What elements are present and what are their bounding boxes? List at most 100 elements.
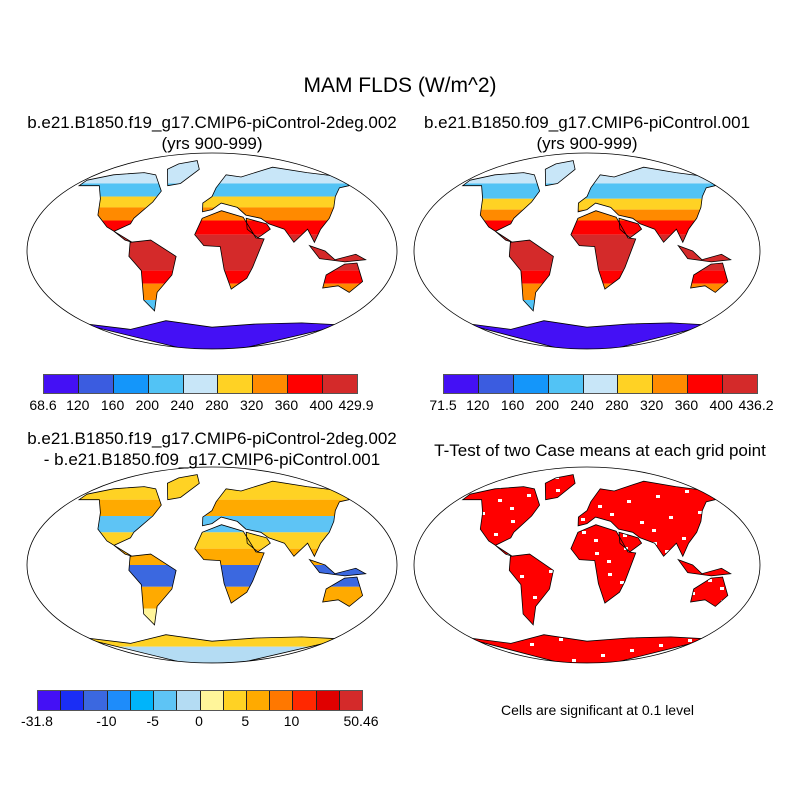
colorbar-box: [723, 375, 758, 393]
field-band: [461, 300, 731, 317]
insignificant-cell: [491, 580, 495, 583]
insignificant-cell: [511, 520, 515, 523]
insignificant-cell: [633, 602, 637, 605]
colorbar-box: [148, 375, 184, 393]
insignificant-cell: [488, 627, 492, 630]
colorbar-label: 0: [195, 713, 203, 729]
insignificant-cell: [675, 618, 679, 621]
insignificant-cell: [530, 643, 534, 646]
field-band: [77, 160, 366, 184]
insignificant-cell: [414, 467, 418, 470]
insignificant-cell: [417, 616, 421, 619]
colorbar-label: 240: [170, 397, 194, 413]
insignificant-cell: [533, 596, 537, 599]
insignificant-cell: [588, 633, 592, 636]
insignificant-cell: [717, 634, 721, 637]
field-band: [77, 630, 366, 647]
insignificant-cell: [695, 558, 699, 561]
land-field: [77, 160, 366, 349]
insignificant-cell: [737, 574, 741, 577]
insignificant-cell: [707, 566, 711, 569]
colorbar-label: 68.6: [29, 397, 57, 413]
colorbar-label: 200: [535, 397, 560, 413]
colorbar-box: [293, 691, 317, 710]
land-field: [77, 474, 366, 663]
insignificant-cell: [478, 559, 482, 562]
insignificant-cell: [733, 608, 737, 611]
insignificant-cell: [416, 603, 420, 606]
insignificant-cell: [753, 548, 757, 551]
insignificant-cell: [627, 500, 631, 503]
field-band: [461, 183, 731, 199]
colorbar-label: 400: [309, 397, 333, 413]
insignificant-cell: [446, 611, 450, 614]
insignificant-cell: [565, 544, 569, 547]
insignificant-cell: [462, 585, 466, 588]
insignificant-cell: [708, 579, 712, 582]
coastline: [77, 160, 367, 349]
insignificant-cell: [433, 590, 437, 593]
insignificant-cell: [455, 470, 459, 473]
panel3-title: b.e21.B1850.f19_g17.CMIP6-piControl-2deg…: [27, 429, 397, 469]
insignificant-cell: [743, 480, 747, 483]
land-field: [461, 160, 731, 349]
insignificant-cell: [526, 481, 530, 484]
insignificant-cell: [637, 568, 641, 571]
colorbar-box: [288, 375, 324, 393]
insignificant-cell: [724, 553, 728, 556]
colorbar-label: 360: [274, 397, 299, 413]
field-band: [77, 270, 366, 284]
colorbar-label: 320: [239, 397, 264, 413]
colorbar-label: 5: [241, 713, 250, 729]
insignificant-cell: [510, 507, 514, 510]
insignificant-cell: [698, 511, 702, 514]
insignificant-cell: [429, 624, 433, 627]
panel1-map: [26, 152, 398, 350]
colorbar-box: [339, 691, 363, 710]
panel2-title: b.e21.B1850.f09_g17.CMIP6-piControl.001(…: [423, 113, 751, 153]
insignificant-cell: [623, 534, 627, 537]
significance-note: Cells are significant at 0.1 level: [501, 702, 694, 718]
insignificant-cell: [749, 582, 753, 585]
insignificant-cell: [759, 650, 763, 653]
insignificant-cell: [611, 526, 615, 529]
insignificant-cell: [436, 543, 440, 546]
field-band: [77, 283, 366, 300]
colorbar-3: [37, 690, 363, 711]
colorbar-box: [548, 375, 584, 393]
insignificant-cell: [520, 575, 524, 578]
map-border: [26, 152, 398, 350]
colorbar-box: [618, 375, 654, 393]
colorbar-box: [154, 691, 178, 710]
field-band: [77, 532, 366, 549]
insignificant-cell: [439, 496, 443, 499]
colorbar-label: 436.2: [738, 397, 774, 413]
insignificant-cell: [643, 474, 647, 477]
field-band: [77, 234, 366, 271]
field-band: [77, 565, 366, 587]
insignificant-cell: [649, 576, 653, 579]
insignificant-cell: [562, 591, 566, 594]
colorbar-box: [78, 375, 114, 393]
insignificant-cell: [471, 640, 475, 643]
colorbar-label: 160: [100, 397, 125, 413]
insignificant-cell: [720, 587, 724, 590]
insignificant-cell: [484, 661, 488, 663]
field-band: [461, 198, 731, 210]
insignificant-cell: [595, 552, 599, 555]
colorbar-box: [270, 691, 294, 710]
colorbar-box: [653, 375, 689, 393]
insignificant-cell: [575, 612, 579, 615]
insignificant-cell: [553, 536, 557, 539]
insignificant-cell: [452, 517, 456, 520]
insignificant-cell: [581, 518, 585, 521]
insignificant-cell: [527, 494, 531, 497]
colorbar-label: 120: [66, 397, 90, 413]
colorbar-label: 320: [639, 397, 664, 413]
insignificant-cell: [701, 660, 705, 663]
insignificant-cell: [582, 531, 586, 534]
field-band: [77, 548, 366, 565]
insignificant-cell: [461, 619, 462, 622]
colorbar-label: -5: [146, 713, 159, 729]
